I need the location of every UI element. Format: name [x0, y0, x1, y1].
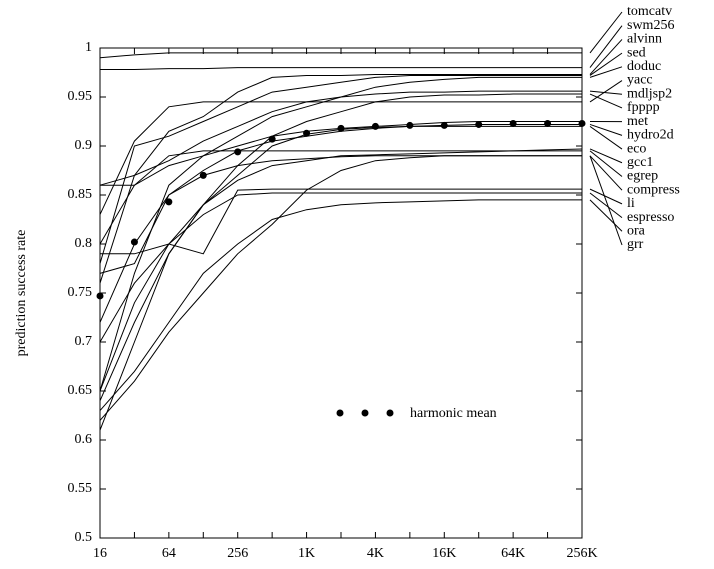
legend-marker [336, 409, 344, 417]
series-line [99, 52, 582, 59]
series-label: mdljsp2 [627, 86, 672, 101]
series-label: grr [627, 237, 644, 252]
mean-marker [130, 238, 138, 246]
mean-marker [199, 171, 207, 179]
leader-line [589, 52, 623, 76]
series-line [99, 73, 582, 186]
series-line [100, 188, 582, 255]
leader-line [589, 199, 623, 232]
y-tick-label: 0.75 [68, 285, 93, 300]
x-tick-label: 4K [367, 546, 384, 561]
y-tick-label: 0.95 [68, 89, 93, 104]
y-tick-label: 0.6 [75, 432, 93, 447]
series-label: gcc1 [627, 155, 653, 170]
leader-line [589, 66, 623, 78]
series-line [100, 67, 582, 71]
leader-line [589, 25, 623, 68]
leader-line [589, 148, 623, 164]
leader-line [589, 125, 623, 150]
series-label: fpppp [627, 100, 660, 115]
series-line [99, 125, 582, 402]
y-tick-label: 0.5 [75, 530, 93, 545]
y-tick-label: 1 [85, 40, 92, 55]
series-line [99, 123, 582, 323]
leader-line [589, 80, 623, 103]
mean-marker [371, 122, 379, 130]
y-tick-label: 0.9 [75, 138, 93, 153]
x-tick-label: 256K [566, 546, 597, 561]
x-tick-label: 64 [162, 546, 176, 561]
y-tick-label: 0.8 [75, 236, 93, 251]
series-label: alvinn [627, 32, 662, 47]
series-line [100, 150, 582, 186]
series-line [99, 155, 582, 421]
x-tick-label: 16K [432, 546, 456, 561]
series-line [99, 192, 582, 343]
mean-marker [268, 135, 276, 143]
series-line [99, 148, 583, 392]
x-tick-label: 16 [93, 546, 107, 561]
mean-marker [234, 148, 242, 156]
series-label: compress [627, 182, 680, 197]
mean-marker [509, 119, 517, 127]
series-label: doduc [627, 59, 661, 74]
leader-line [589, 192, 623, 218]
y-tick-label: 0.55 [68, 481, 93, 496]
series-line [99, 93, 582, 431]
x-tick-label: 64K [501, 546, 525, 561]
legend-marker [361, 409, 369, 417]
leader-line [589, 39, 623, 75]
series-label: swm256 [627, 18, 674, 33]
legend-marker [386, 409, 394, 417]
mean-marker [96, 292, 104, 300]
y-tick-label: 0.85 [68, 187, 93, 202]
leader-line [589, 90, 623, 95]
mean-marker [337, 124, 345, 132]
series-label: tomcatv [627, 4, 672, 19]
mean-marker [165, 198, 173, 206]
mean-marker [440, 121, 448, 129]
x-tick-label: 256 [227, 546, 248, 561]
mean-marker [475, 120, 483, 128]
mean-marker [578, 119, 586, 127]
series-label: sed [627, 45, 646, 60]
mean-marker [303, 129, 311, 137]
series-label: li [627, 196, 635, 211]
leader-line [589, 123, 623, 136]
y-tick-label: 0.7 [75, 334, 93, 349]
series-label: ora [627, 224, 646, 239]
series-line [99, 74, 582, 264]
leader-line [589, 188, 623, 205]
mean-marker [544, 119, 552, 127]
series-line [99, 155, 582, 274]
series-line [99, 90, 582, 284]
series-label: egrep [627, 169, 658, 184]
y-axis-label: prediction success rate [14, 230, 29, 357]
leader-line [589, 155, 623, 191]
mean-marker [406, 121, 414, 129]
series-line [99, 101, 582, 215]
legend-label: harmonic mean [410, 406, 497, 421]
leader-line [589, 93, 623, 109]
series-label: met [627, 114, 648, 129]
leader-line [589, 11, 623, 54]
y-tick-label: 0.65 [68, 383, 93, 398]
series-label: espresso [627, 210, 674, 225]
series-line [99, 199, 582, 411]
x-tick-label: 1K [298, 546, 315, 561]
series-label: eco [627, 141, 646, 156]
series-label: hydro2d [627, 128, 674, 143]
series-label: yacc [627, 73, 653, 88]
leader-line [589, 155, 623, 246]
leader-line [589, 150, 623, 177]
